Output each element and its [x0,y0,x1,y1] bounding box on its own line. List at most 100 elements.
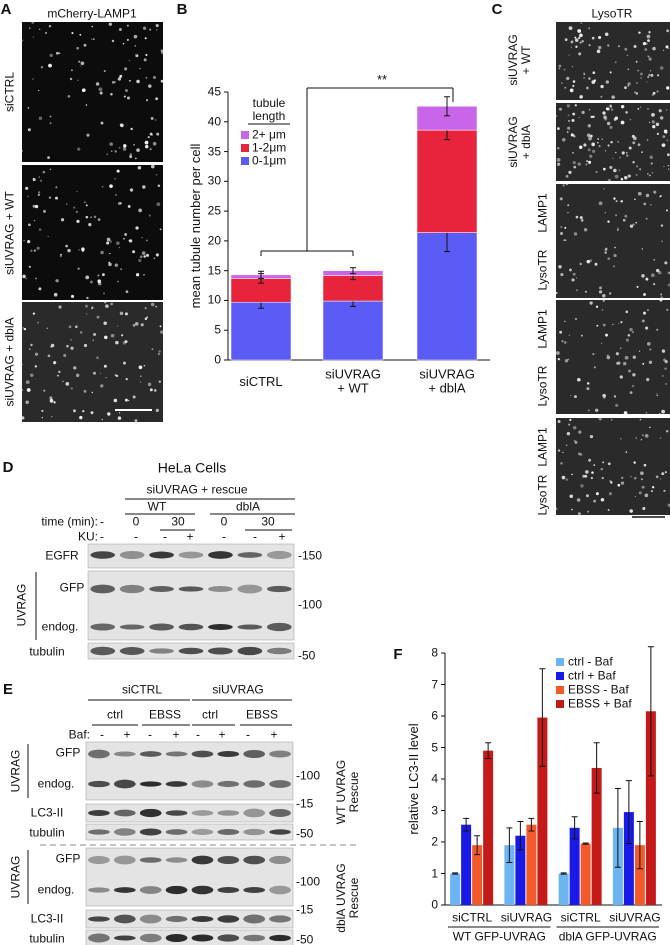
micrograph-spot [620,199,623,203]
micrograph-spot [564,359,569,363]
blot-band [208,585,233,593]
micrograph-spot [647,309,649,312]
micrograph-spot [602,111,606,115]
blot-band [178,647,204,655]
micrograph-spot [47,156,50,159]
micrograph-spot [150,116,154,120]
micrograph-spot [620,321,623,324]
micrograph-spot [617,141,619,143]
micrograph-spot [606,121,611,126]
micrograph-spot [75,373,80,378]
micrograph-spot [124,312,128,316]
micrograph-spot [656,394,659,397]
micrograph-spot [587,409,590,412]
blot-band [113,914,136,924]
micrograph-spot [637,191,642,196]
micrograph-spot [108,261,110,264]
micrograph-spot [49,53,53,57]
baf: + [270,727,278,742]
micrograph-spot [101,185,104,188]
blot-label: tubulin [29,644,65,659]
blot-band [139,914,162,924]
blot-band [237,584,263,594]
blot-band [139,751,162,757]
y-tick-label: 4 [431,771,438,786]
micrograph-spot [32,78,34,80]
micrograph-spot [646,139,649,141]
bar [504,845,515,905]
micrograph-spot [100,121,104,125]
micrograph-spot [558,265,562,269]
blot-band [139,933,162,943]
micrograph-spot [564,86,567,89]
micrograph-spot [565,444,568,447]
micrograph-spot [579,262,582,266]
micrograph-spot [158,350,161,353]
micrograph-spot [29,348,31,350]
micrograph-spot [591,471,594,474]
micrograph-spot [67,248,71,253]
micrograph-spot [557,357,561,361]
baf: - [148,727,152,742]
blot-band [139,857,162,863]
micrograph-spot [128,59,130,62]
micrograph-spot [29,27,31,29]
blot-band [191,750,214,758]
micrograph-spot [607,462,611,466]
micrograph-spot [85,313,88,315]
micrograph-spot [114,374,117,377]
micrograph-spot [619,347,622,350]
micrograph-spot [593,366,596,369]
micrograph-spot [633,45,637,49]
panel-label: C [491,0,503,18]
cell-line: HeLa Cells [157,459,227,476]
micrograph-spot [91,38,93,40]
micrograph-spot [108,22,113,26]
micrograph-spot [632,161,635,164]
micrograph-spot [607,220,610,223]
micrograph-spot [563,68,566,71]
micrograph-spot [661,472,665,476]
blot-band [208,623,233,631]
micrograph-spot [588,27,591,30]
micrograph-spot [576,289,578,291]
micrograph-spot [639,418,642,421]
bar [591,767,602,905]
micrograph-spot [622,361,627,366]
micrograph-spot [573,395,577,399]
bar-segment [230,301,292,361]
blot-band [237,624,263,630]
y-tick-label: 15 [207,263,221,278]
micrograph-spot [28,223,31,227]
micrograph-spot [21,363,23,366]
micrograph-spot [572,161,576,165]
micrograph-spot [603,188,605,190]
micrograph-spot [38,116,43,121]
blot-band [269,750,291,758]
micrograph-spot [594,262,598,266]
error-bar [636,821,643,870]
blot-band [269,915,291,923]
micrograph [22,22,163,162]
micrograph-spot [134,45,136,47]
micrograph-spot [636,285,639,288]
micrograph-spot [136,148,140,152]
micrograph-spot [126,96,130,100]
blot-band [165,810,188,816]
bar [483,750,494,905]
error-bar [474,835,481,856]
error-bar [539,668,546,767]
blot-label: tubulin [29,931,65,945]
blot-band [119,624,145,630]
micrograph-spot [586,382,590,385]
micrograph-spot [151,348,154,351]
blot-band [217,780,240,788]
micrograph-spot [96,315,100,319]
micrograph-spot [582,474,586,478]
micrograph-spot [667,164,670,167]
micrograph-spot [110,93,113,96]
micrograph-spot [637,143,641,147]
micrograph-spot [652,91,656,95]
micrograph-spot [568,334,571,336]
micrograph-spot [632,223,635,226]
